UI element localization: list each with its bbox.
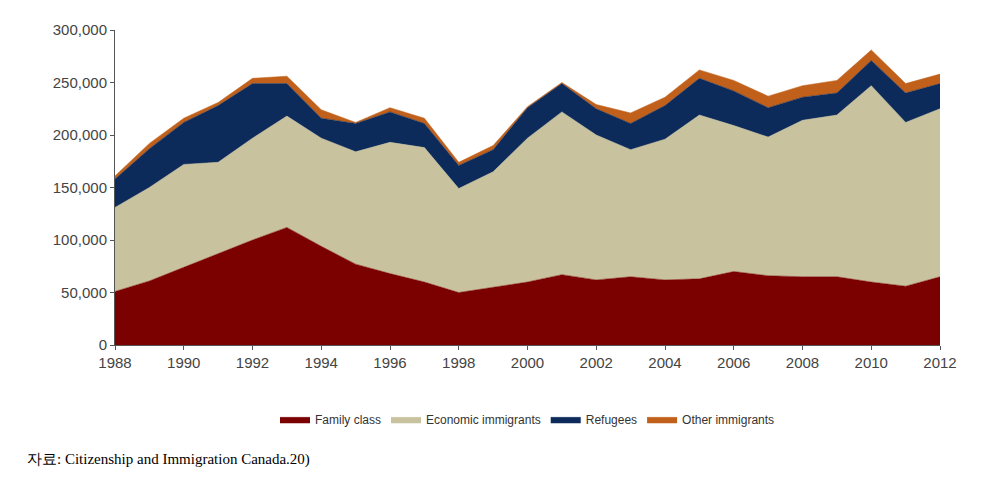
svg-text:2006: 2006 [717, 354, 750, 371]
svg-text:1994: 1994 [305, 354, 338, 371]
svg-text:2008: 2008 [786, 354, 819, 371]
svg-text:Other immigrants: Other immigrants [682, 413, 774, 427]
svg-text:250,000: 250,000 [53, 74, 107, 91]
svg-text:50,000: 50,000 [61, 284, 107, 301]
svg-text:Refugees: Refugees [586, 413, 637, 427]
svg-text:0: 0 [99, 336, 107, 353]
svg-text:Economic immigrants: Economic immigrants [426, 413, 541, 427]
svg-text:자료: Citizenship and Immigratio: 자료: Citizenship and Immigration Canada.2… [27, 451, 310, 468]
svg-text:1996: 1996 [373, 354, 406, 371]
svg-text:200,000: 200,000 [53, 126, 107, 143]
svg-text:1990: 1990 [167, 354, 200, 371]
svg-text:Family class: Family class [315, 413, 381, 427]
svg-text:2012: 2012 [923, 354, 956, 371]
svg-text:150,000: 150,000 [53, 179, 107, 196]
svg-text:2010: 2010 [855, 354, 888, 371]
svg-text:1998: 1998 [442, 354, 475, 371]
svg-text:300,000: 300,000 [53, 21, 107, 38]
svg-text:1992: 1992 [236, 354, 269, 371]
svg-text:1988: 1988 [98, 354, 131, 371]
svg-text:2004: 2004 [648, 354, 681, 371]
svg-text:2002: 2002 [580, 354, 613, 371]
svg-text:2000: 2000 [511, 354, 544, 371]
svg-text:100,000: 100,000 [53, 231, 107, 248]
